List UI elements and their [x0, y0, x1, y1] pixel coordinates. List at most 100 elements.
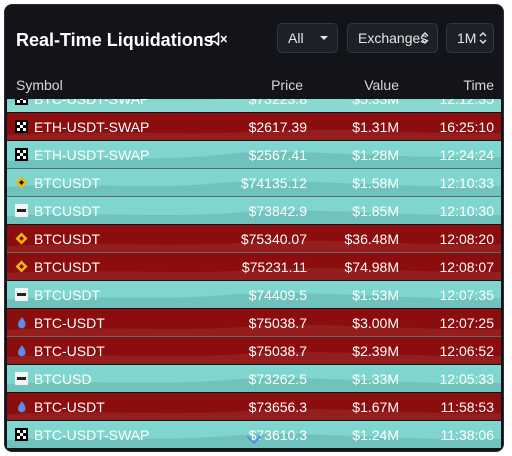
row-value: $1.67M: [352, 399, 399, 415]
row-divider: [7, 168, 501, 169]
row-symbol: BTC-USDT: [34, 343, 105, 359]
page-title: Real-Time Liquidations: [16, 30, 214, 50]
row-price: $2617.39: [248, 119, 307, 135]
row-price: $73610.3: [248, 427, 307, 443]
binance-icon: [15, 260, 28, 273]
column-symbol[interactable]: Symbol: [16, 77, 63, 93]
table-row[interactable]: BTC-USDT $75038.7 $2.39M 12:06:52: [7, 337, 501, 364]
row-time: 12:07:25: [439, 315, 495, 331]
table-row[interactable]: ETH-USDT-SWAP $2567.41 $1.28M 12:24:24: [7, 141, 501, 168]
row-price: $75038.7: [248, 343, 307, 359]
row-price: $75340.07: [240, 231, 307, 247]
up-down-chevron-icon: [479, 24, 487, 52]
hyperliquid-icon: [15, 400, 28, 413]
row-price: $73656.3: [248, 399, 307, 415]
caret-down-icon: [319, 24, 329, 52]
row-value: $36.48M: [344, 231, 399, 247]
row-time: 12:10:33: [439, 175, 495, 191]
column-price[interactable]: Price: [271, 77, 303, 93]
row-price: $75231.11: [241, 259, 307, 275]
row-symbol: BTC-USDT: [34, 315, 105, 331]
row-time: 12:08:07: [439, 259, 495, 275]
liquidations-list[interactable]: BTC-USDT-SWAP $73223.8 $5.33M 12:12:35 E…: [5, 99, 503, 451]
row-symbol: BTC-USDT: [34, 399, 105, 415]
side-filter-select[interactable]: All: [277, 23, 338, 53]
okx-icon: [15, 148, 28, 161]
row-symbol: ETH-USDT-SWAP: [34, 147, 150, 163]
okx-icon: [15, 428, 28, 441]
column-value[interactable]: Value: [364, 77, 399, 93]
okx-icon: [15, 120, 28, 133]
bybit-icon: [15, 204, 28, 217]
row-symbol: BTC-USDT-SWAP: [34, 427, 150, 443]
table-row[interactable]: BTCUSDT $75231.11 $74.98M 12:08:07: [7, 253, 501, 280]
up-down-chevron-icon: [421, 24, 429, 52]
row-value: $2.39M: [352, 343, 399, 359]
row-time: 11:58:53: [440, 399, 494, 415]
row-value: $1.53M: [352, 287, 399, 303]
row-value: $74.98M: [344, 259, 399, 275]
scroll-down-chevron-icon[interactable]: [246, 433, 262, 445]
exchanges-filter-select[interactable]: Exchanges: [347, 23, 438, 53]
row-divider: [7, 252, 501, 253]
okx-icon: [15, 99, 28, 105]
mute-sound-icon[interactable]: [210, 31, 228, 47]
hyperliquid-icon: [15, 344, 28, 357]
row-price: $74409.5: [248, 287, 307, 303]
binance-icon: [15, 232, 28, 245]
liquidations-panel: Real-Time Liquidations All Exchanges 1M: [4, 4, 504, 452]
row-symbol: BTCUSDT: [34, 259, 101, 275]
table-row[interactable]: BTCUSDT $73842.9 $1.85M 12:10:30: [7, 197, 501, 224]
row-time: 12:06:52: [439, 343, 495, 359]
row-price: $73262.5: [248, 371, 307, 387]
table-row[interactable]: BTCUSD $73262.5 $1.33M 12:05:33: [7, 365, 501, 392]
row-time: 12:07:35: [439, 287, 495, 303]
table-row[interactable]: BTCUSDT $74409.5 $1.53M 12:07:35: [7, 281, 501, 308]
exchanges-filter-value: Exchanges: [358, 30, 428, 46]
bybit-icon: [15, 372, 28, 385]
row-symbol: BTCUSDT: [34, 175, 101, 191]
row-value: $1.28M: [352, 147, 399, 163]
column-time[interactable]: Time: [463, 77, 494, 93]
row-value: $5.33M: [352, 99, 399, 107]
row-time: 12:12:35: [439, 99, 495, 107]
row-time: 12:24:24: [439, 147, 495, 163]
row-price: $73842.9: [248, 203, 307, 219]
panel-header: Real-Time Liquidations All Exchanges 1M: [5, 5, 503, 71]
row-symbol: BTCUSDT: [34, 203, 101, 219]
row-time: 12:05:33: [439, 371, 495, 387]
table-row[interactable]: BTC-USDT-SWAP $73223.8 $5.33M 12:12:35: [7, 99, 501, 112]
row-time: 11:38:06: [440, 427, 494, 443]
bybit-icon: [15, 288, 28, 301]
row-time: 12:10:30: [439, 203, 495, 219]
row-value: $1.58M: [352, 175, 399, 191]
row-divider: [7, 196, 501, 197]
table-row[interactable]: BTC-USDT $73656.3 $1.67M 11:58:53: [7, 393, 501, 420]
time-range-value: 1M: [457, 30, 477, 46]
side-filter-value: All: [288, 30, 304, 46]
row-price: $73223.8: [248, 99, 307, 107]
row-symbol: BTC-USDT-SWAP: [34, 99, 150, 107]
row-value: $1.31M: [352, 119, 399, 135]
table-row[interactable]: BTC-USDT $75038.7 $3.00M 12:07:25: [7, 309, 501, 336]
row-value: $3.00M: [352, 315, 399, 331]
row-value: $1.24M: [352, 427, 399, 443]
table-header: Symbol Price Value Time: [5, 71, 503, 99]
hyperliquid-icon: [15, 316, 28, 329]
table-row[interactable]: BTCUSDT $75340.07 $36.48M 12:08:20: [7, 225, 501, 252]
table-row[interactable]: ETH-USDT-SWAP $2617.39 $1.31M 16:25:10: [7, 113, 501, 140]
table-row[interactable]: BTCUSDT $74135.12 $1.58M 12:10:33: [7, 169, 501, 196]
row-value: $1.33M: [352, 371, 399, 387]
row-symbol: BTCUSDT: [34, 287, 101, 303]
time-range-select[interactable]: 1M: [446, 23, 494, 53]
row-symbol: BTCUSDT: [34, 231, 101, 247]
row-symbol: BTCUSD: [34, 371, 92, 387]
row-time: 16:25:10: [439, 119, 495, 135]
row-price: $74135.12: [240, 175, 307, 191]
row-time: 12:08:20: [439, 231, 495, 247]
row-symbol: ETH-USDT-SWAP: [34, 119, 150, 135]
row-divider: [7, 336, 501, 337]
row-price: $75038.7: [248, 315, 307, 331]
row-price: $2567.41: [248, 147, 307, 163]
binance-icon: [15, 176, 28, 189]
